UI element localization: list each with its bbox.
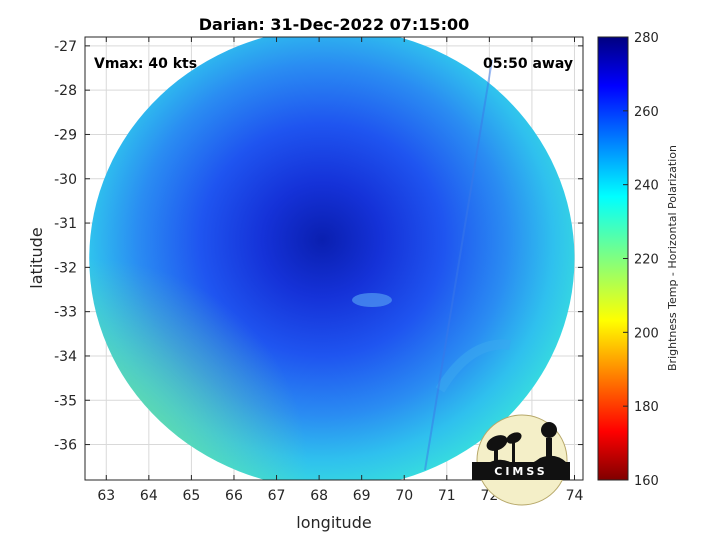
eye-feature — [352, 293, 392, 307]
colorbar-tick-label: 200 — [634, 326, 659, 341]
chart-title: Darian: 31-Dec-2022 07:15:00 — [199, 15, 469, 34]
y-tick-label: -30 — [54, 172, 77, 188]
x-tick-label: 71 — [438, 488, 456, 504]
colorbar-label: Brightness Temp - Horizontal Polarizatio… — [666, 145, 679, 371]
swath-seam — [424, 59, 493, 471]
x-tick-label: 68 — [310, 488, 328, 504]
time-away-annotation: 05:50 away — [483, 56, 573, 72]
x-tick-label: 67 — [268, 488, 286, 504]
x-axis-label: longitude — [296, 513, 371, 532]
colorbar-tick-label: 160 — [634, 474, 659, 489]
x-tick-label: 64 — [140, 488, 158, 504]
x-tick-label: 69 — [353, 488, 371, 504]
colorbar-tick-label: 260 — [634, 105, 659, 120]
x-tick-label: 65 — [182, 488, 200, 504]
vmax-annotation: Vmax: 40 kts — [94, 56, 197, 72]
logo-text: CIMSS — [494, 465, 547, 478]
y-tick-label: -27 — [54, 39, 77, 55]
y-tick-label: -28 — [54, 83, 77, 99]
y-tick-label: -32 — [54, 260, 77, 276]
y-axis-label: latitude — [27, 227, 46, 288]
brightness-temperature-swath — [89, 37, 575, 480]
y-tick-label: -29 — [54, 127, 77, 143]
colorbar-tick-label: 280 — [634, 31, 659, 46]
colorbar-ticks: 280 260 240 220 200 180 160 — [623, 31, 659, 489]
y-tick-label: -36 — [54, 438, 77, 454]
x-tick-label: 70 — [395, 488, 413, 504]
x-tick-label: 63 — [97, 488, 115, 504]
colorbar-tick-label: 240 — [634, 179, 659, 194]
cimss-logo: CIMSS — [472, 414, 570, 506]
y-tick-label: -34 — [54, 349, 77, 365]
x-tick-label: 66 — [225, 488, 243, 504]
y-axis-ticks: -27 -28 -29 -30 -31 -32 -33 -34 -35 -36 — [54, 39, 583, 454]
y-tick-label: -33 — [54, 305, 77, 321]
colorbar-tick-label: 220 — [634, 253, 659, 268]
y-tick-label: -35 — [54, 393, 77, 409]
y-tick-label: -31 — [54, 216, 77, 232]
x-tick-label: 74 — [566, 488, 584, 504]
rainband-feature — [435, 339, 511, 393]
colorbar-tick-label: 180 — [634, 400, 659, 415]
axes-frame — [84, 36, 584, 481]
